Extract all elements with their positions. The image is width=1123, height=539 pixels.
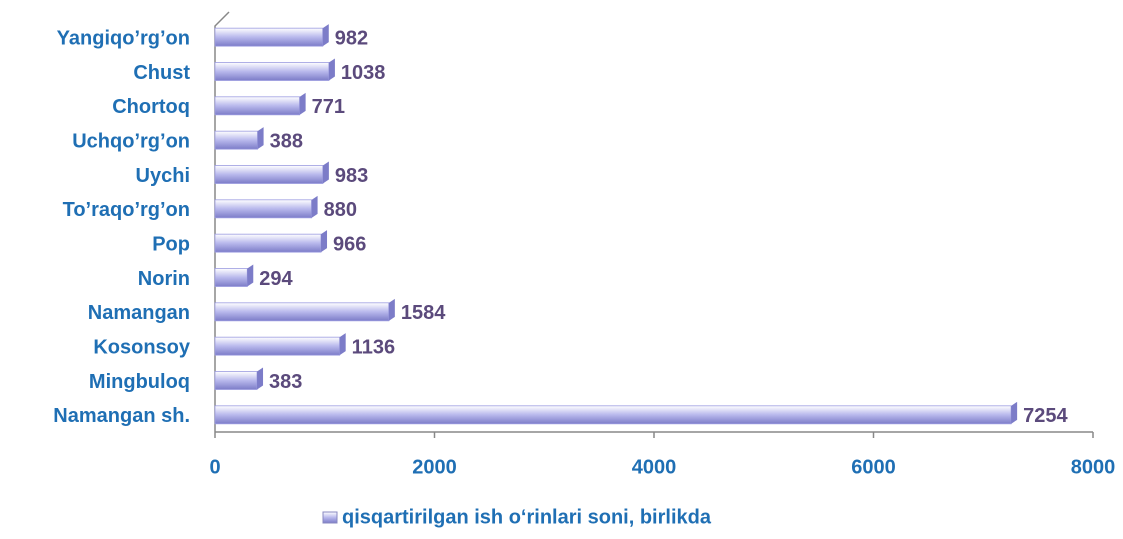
bar <box>214 96 301 116</box>
legend-label: qisqartirilgan ish o‘rinlari soni, birli… <box>342 506 712 528</box>
bar-end <box>322 24 329 47</box>
value-label: 983 <box>335 165 368 187</box>
value-label: 294 <box>259 268 293 290</box>
value-label: 1038 <box>341 62 386 84</box>
axis-wall <box>214 11 230 432</box>
bar <box>214 165 324 184</box>
value-label: 7254 <box>1023 405 1068 427</box>
bar <box>214 62 330 81</box>
bar <box>214 27 324 47</box>
value-label: 982 <box>335 27 368 49</box>
y-tick-label: Namangan sh. <box>53 405 190 427</box>
x-tick-label: 8000 <box>1071 456 1116 478</box>
bar-end <box>257 127 264 150</box>
bar-end <box>1011 401 1018 424</box>
value-label: 966 <box>333 233 366 255</box>
value-label: 1136 <box>352 336 395 358</box>
bar <box>214 336 341 356</box>
y-tick-label: Kosonsoy <box>93 336 191 358</box>
legend-swatch <box>322 511 338 524</box>
value-label: 880 <box>324 199 357 221</box>
x-tick-label: 4000 <box>632 456 677 478</box>
bar <box>214 302 390 322</box>
bar-end <box>321 230 328 253</box>
bar <box>214 405 1012 425</box>
bar-end <box>322 161 329 184</box>
bar <box>214 233 322 253</box>
bar-end <box>247 264 254 287</box>
value-label: 383 <box>269 371 302 393</box>
bar <box>214 130 258 150</box>
y-tick-label: To’raqo’rg’on <box>63 199 190 221</box>
y-tick-label: Norin <box>138 268 190 290</box>
y-tick-label: Mingbuloq <box>89 371 190 393</box>
bar-end <box>311 195 318 218</box>
bar <box>214 268 248 287</box>
x-tick-label: 0 <box>209 456 220 478</box>
bar-end <box>257 367 264 390</box>
value-label: 771 <box>312 96 345 118</box>
bar-end <box>339 333 346 356</box>
y-tick-label: Yangiqo’rg’on <box>57 27 190 49</box>
x-tick-label: 6000 <box>851 456 896 478</box>
y-tick-label: Pop <box>152 233 190 255</box>
y-tick-label: Namangan <box>88 302 190 324</box>
y-tick-label: Chortoq <box>112 96 190 118</box>
bar-end <box>299 92 306 115</box>
bar <box>214 371 258 390</box>
bar-end <box>388 298 395 321</box>
x-tick-label: 2000 <box>412 456 457 478</box>
y-tick-label: Uchqo’rg’on <box>72 130 190 152</box>
y-tick-label: Chust <box>133 62 190 84</box>
value-label: 388 <box>270 130 303 152</box>
y-tick-label: Uychi <box>136 165 190 187</box>
value-label: 1584 <box>401 302 446 324</box>
bar-end <box>328 58 335 81</box>
bar <box>214 199 312 219</box>
